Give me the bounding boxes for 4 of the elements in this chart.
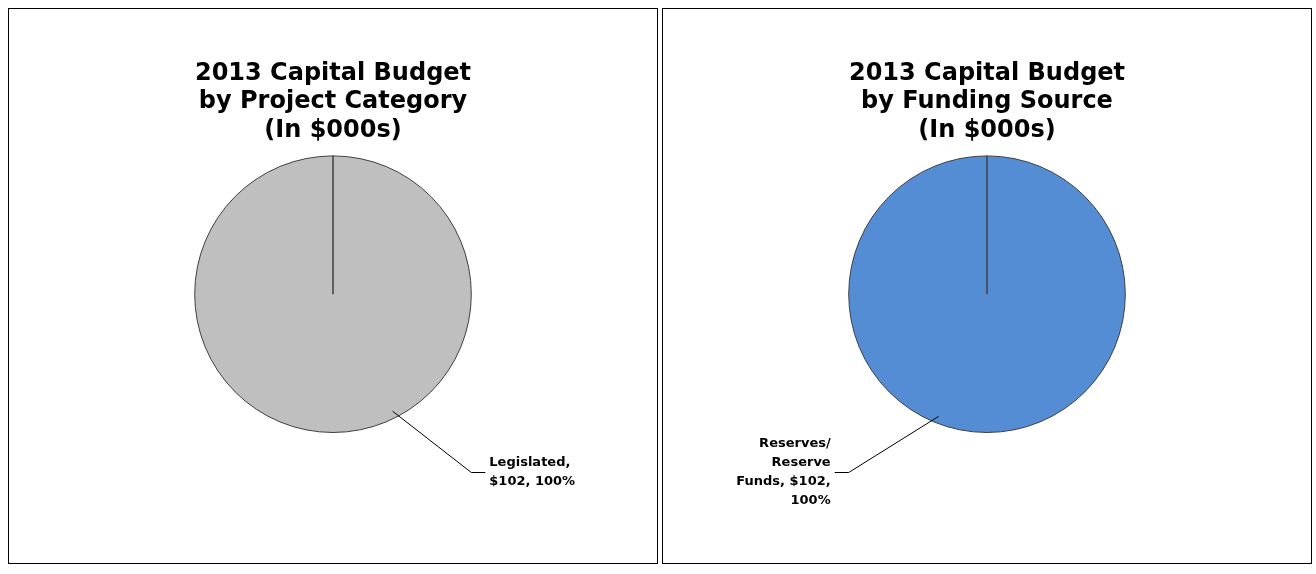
chart-title: 2013 Capital Budget by Funding Source (In $000s) <box>848 57 1126 144</box>
slice-label: Legislated, $102, 100% <box>489 454 576 489</box>
chart-title: 2013 Capital Budget by Project Category (In $000s) <box>194 57 472 144</box>
slice-label: Reserves/ Reserve Funds, $102, 100% <box>736 435 831 508</box>
